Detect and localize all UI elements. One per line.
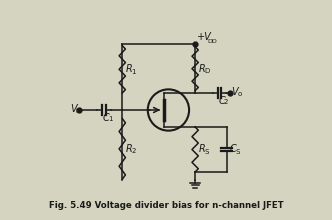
- Text: V: V: [70, 104, 77, 114]
- Text: o: o: [237, 91, 241, 97]
- Text: S: S: [205, 149, 209, 155]
- Text: R: R: [126, 64, 133, 74]
- Text: C: C: [103, 113, 110, 123]
- Text: S: S: [235, 149, 240, 155]
- Text: 1: 1: [109, 116, 113, 122]
- Text: +V: +V: [197, 33, 212, 42]
- Text: C: C: [218, 96, 225, 106]
- Text: 2: 2: [224, 99, 228, 105]
- Text: i: i: [76, 108, 78, 114]
- Text: D: D: [205, 68, 209, 74]
- Text: R: R: [126, 144, 133, 154]
- Text: C: C: [230, 145, 236, 154]
- Text: V: V: [232, 87, 238, 97]
- Text: DD: DD: [208, 39, 217, 44]
- Text: 1: 1: [131, 69, 136, 75]
- Text: Fig. 5.49 Voltage divider bias for n-channel JFET: Fig. 5.49 Voltage divider bias for n-cha…: [49, 202, 283, 211]
- Text: 2: 2: [131, 148, 136, 154]
- Text: R: R: [199, 64, 206, 74]
- Text: R: R: [199, 145, 206, 154]
